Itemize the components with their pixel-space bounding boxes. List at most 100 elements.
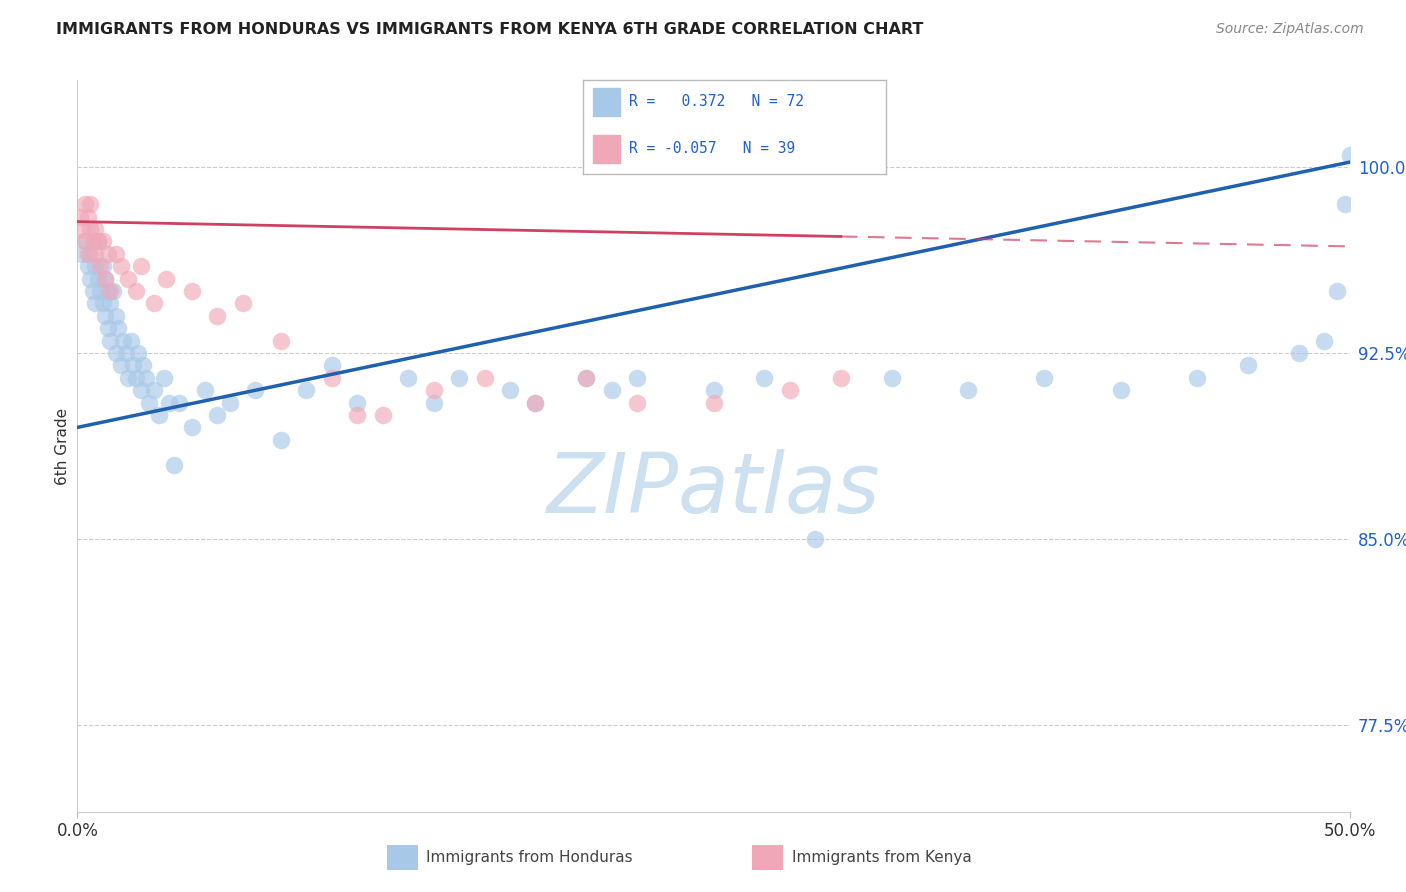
Point bbox=[97, 284, 120, 298]
Point bbox=[100, 284, 122, 298]
Point bbox=[91, 235, 114, 249]
Text: IMMIGRANTS FROM HONDURAS VS IMMIGRANTS FROM KENYA 6TH GRADE CORRELATION CHART: IMMIGRANTS FROM HONDURAS VS IMMIGRANTS F… bbox=[56, 22, 924, 37]
Point bbox=[804, 532, 827, 546]
Point bbox=[245, 383, 267, 397]
Point bbox=[84, 222, 107, 236]
Point bbox=[82, 235, 104, 249]
Point bbox=[270, 433, 292, 447]
Point bbox=[94, 271, 117, 285]
Point bbox=[117, 271, 139, 285]
Point bbox=[142, 296, 165, 310]
Point bbox=[100, 296, 122, 310]
Point bbox=[125, 371, 148, 385]
Point bbox=[72, 247, 94, 261]
Point bbox=[830, 371, 852, 385]
Point bbox=[86, 235, 108, 249]
Point bbox=[1313, 334, 1336, 348]
Point bbox=[76, 259, 98, 273]
Point bbox=[104, 309, 127, 323]
Point bbox=[163, 458, 186, 472]
Point bbox=[232, 296, 254, 310]
Point bbox=[94, 309, 117, 323]
Point bbox=[73, 235, 96, 249]
Point bbox=[1109, 383, 1132, 397]
Point bbox=[207, 408, 229, 422]
Point bbox=[135, 371, 157, 385]
Point bbox=[73, 235, 96, 249]
Point bbox=[626, 395, 648, 409]
Point bbox=[474, 371, 496, 385]
Point bbox=[122, 359, 145, 373]
Point bbox=[104, 346, 127, 360]
Point bbox=[138, 395, 160, 409]
Bar bbox=[592, 87, 620, 116]
Text: Source: ZipAtlas.com: Source: ZipAtlas.com bbox=[1216, 22, 1364, 37]
Text: Immigrants from Kenya: Immigrants from Kenya bbox=[792, 850, 972, 864]
Y-axis label: 6th Grade: 6th Grade bbox=[55, 408, 70, 484]
Point bbox=[703, 383, 725, 397]
Point bbox=[84, 247, 107, 261]
Point bbox=[86, 271, 108, 285]
Point bbox=[132, 359, 155, 373]
Point bbox=[524, 395, 547, 409]
Point bbox=[371, 408, 394, 422]
Point bbox=[157, 395, 180, 409]
Point bbox=[1333, 197, 1355, 211]
Point bbox=[880, 371, 903, 385]
Text: Immigrants from Honduras: Immigrants from Honduras bbox=[426, 850, 633, 864]
Point bbox=[1288, 346, 1310, 360]
Point bbox=[72, 222, 94, 236]
Point bbox=[82, 284, 104, 298]
Point bbox=[600, 383, 623, 397]
Point bbox=[73, 197, 96, 211]
Point bbox=[1326, 284, 1348, 298]
Point bbox=[97, 247, 120, 261]
Point bbox=[167, 395, 190, 409]
Point bbox=[194, 383, 217, 397]
Point bbox=[524, 395, 547, 409]
Point bbox=[449, 371, 471, 385]
Point bbox=[1185, 371, 1208, 385]
Point bbox=[270, 334, 292, 348]
Point bbox=[626, 371, 648, 385]
Point bbox=[1339, 147, 1361, 161]
Point bbox=[754, 371, 776, 385]
Point bbox=[1237, 359, 1260, 373]
Point bbox=[110, 359, 132, 373]
Point bbox=[100, 334, 122, 348]
Point bbox=[76, 247, 98, 261]
Point bbox=[321, 371, 343, 385]
Point bbox=[129, 259, 152, 273]
Point bbox=[346, 395, 368, 409]
Point bbox=[129, 383, 152, 397]
Point bbox=[422, 395, 444, 409]
Point bbox=[127, 346, 149, 360]
Point bbox=[1033, 371, 1056, 385]
Point bbox=[89, 284, 111, 298]
Point bbox=[575, 371, 598, 385]
Point bbox=[97, 321, 120, 335]
Point bbox=[107, 321, 129, 335]
Point bbox=[155, 271, 177, 285]
Point bbox=[703, 395, 725, 409]
Point bbox=[91, 259, 114, 273]
Point bbox=[153, 371, 176, 385]
Point bbox=[321, 359, 343, 373]
Point bbox=[295, 383, 318, 397]
Point bbox=[207, 309, 229, 323]
Text: R =   0.372   N = 72: R = 0.372 N = 72 bbox=[628, 94, 804, 109]
Point bbox=[89, 259, 111, 273]
Text: ZIPatlas: ZIPatlas bbox=[547, 450, 880, 531]
Point bbox=[422, 383, 444, 397]
Point bbox=[779, 383, 801, 397]
Point bbox=[112, 334, 135, 348]
Point bbox=[148, 408, 170, 422]
Point bbox=[101, 284, 124, 298]
Point bbox=[79, 197, 101, 211]
Point bbox=[499, 383, 522, 397]
Point bbox=[110, 259, 132, 273]
Point bbox=[396, 371, 419, 385]
Text: R = -0.057   N = 39: R = -0.057 N = 39 bbox=[628, 141, 794, 156]
Point bbox=[575, 371, 598, 385]
Bar bbox=[592, 135, 620, 162]
